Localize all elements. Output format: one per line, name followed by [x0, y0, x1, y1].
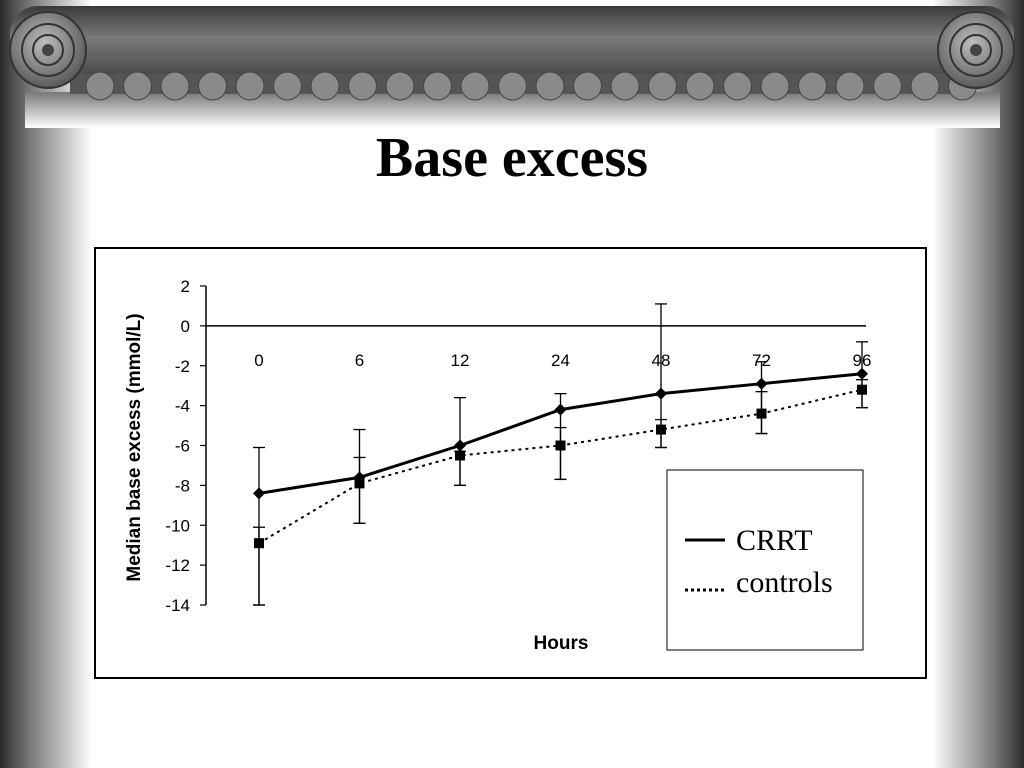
y-axis-title: Median base excess (mmol/L): [124, 313, 145, 581]
dentil-ornament: [910, 71, 940, 101]
legend-box: [666, 469, 864, 651]
dentil-ornament: [235, 71, 265, 101]
x-tick-label: 48: [652, 351, 671, 370]
crrt-point: [554, 403, 567, 416]
x-tick-label: 6: [355, 351, 364, 370]
dentil-ornament: [460, 71, 490, 101]
y-tick-label: -6: [175, 437, 190, 456]
y-tick-label: -8: [175, 476, 190, 495]
controls-point: [656, 424, 666, 435]
dentil-ornament: [835, 71, 865, 101]
crrt-point: [755, 377, 768, 390]
dentil-ornament: [348, 71, 377, 101]
dentil-ornament: [723, 71, 752, 101]
dentil-ornament: [573, 71, 602, 101]
dentil-ornament: [535, 71, 565, 101]
dentil-ornament: [798, 71, 827, 101]
dentil-ornament: [160, 71, 190, 101]
line-chart: 2 0 -2 -4 -6 -8 -10 -12 -14 0 6 12 24 48 72 96 Hours Medi…: [124, 277, 872, 654]
dentil-ornament: [85, 71, 115, 101]
dentil-ornament: [685, 71, 715, 101]
x-axis-title: Hours: [534, 633, 589, 654]
y-tick-label: -14: [165, 596, 190, 615]
x-tick-label: 72: [752, 351, 771, 370]
x-tick-label: 12: [451, 351, 470, 370]
y-tick-label: -10: [165, 516, 190, 535]
crrt-point: [655, 387, 667, 400]
dentil-ornament: [273, 71, 302, 101]
x-tick-label: 24: [551, 351, 570, 370]
dentil-ornament: [423, 71, 452, 101]
dentil-ornament: [198, 71, 227, 101]
chart-frame: 2 0 -2 -4 -6 -8 -10 -12 -14 0 6 12 24 48 72 96 Hours Medi…: [94, 247, 927, 679]
y-tick-label: -12: [165, 556, 190, 575]
dentil-ornament: [873, 71, 902, 101]
y-tick-label: 2: [181, 277, 190, 296]
crrt-point: [856, 367, 868, 380]
dentil-ornament: [610, 71, 640, 101]
dentil-ornament: [498, 71, 527, 101]
x-tick-label: 0: [254, 351, 263, 370]
controls-point: [455, 450, 465, 461]
y-tick-label: -4: [175, 397, 190, 416]
dentil-ornament: [648, 71, 677, 101]
ionic-capital-decoration: [9, 6, 1015, 128]
controls-point: [857, 384, 867, 395]
controls-point: [354, 478, 365, 489]
y-tick-label: -2: [175, 357, 190, 376]
dentil-ornament: [760, 71, 790, 101]
y-tick-label: 0: [181, 317, 190, 336]
slide-title: Base excess: [375, 127, 649, 189]
dentil-ornament: [310, 71, 340, 101]
dentil-ornament: [385, 71, 415, 101]
controls-point: [254, 538, 264, 549]
crrt-point: [454, 439, 466, 452]
controls-legend-label: controls: [736, 566, 833, 599]
dentil-ornament: [123, 71, 152, 101]
crrt-point: [253, 487, 265, 500]
crrt-legend-label: CRRT: [736, 524, 813, 557]
controls-point: [555, 440, 566, 451]
controls-point: [756, 408, 767, 419]
x-tick-label: 96: [853, 351, 872, 370]
